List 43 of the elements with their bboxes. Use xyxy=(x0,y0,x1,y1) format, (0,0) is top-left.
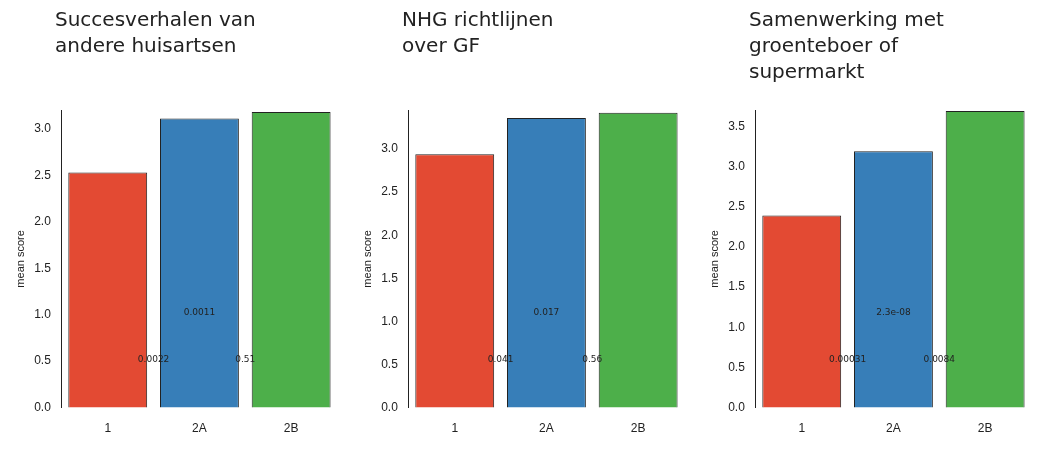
y-tick-label: 0.5 xyxy=(381,356,399,371)
chart-title: Succesverhalen van andere huisartsen xyxy=(55,6,257,58)
y-tick-label: 3.0 xyxy=(34,121,52,136)
annotation: 2.3e-08 xyxy=(876,306,911,317)
annotation: 0.0084 xyxy=(923,354,956,365)
y-tick-label: 1.5 xyxy=(34,260,52,275)
y-tick-label: 2.5 xyxy=(34,167,52,182)
y-tick-label: 0.0 xyxy=(34,399,52,414)
x-tick-label: 1 xyxy=(104,421,112,436)
y-tick-label: 2.0 xyxy=(34,214,52,229)
x-tick-label: 2B xyxy=(977,421,993,436)
y-tick-label: 0.0 xyxy=(381,399,399,414)
y-tick-label: 2.5 xyxy=(381,184,399,199)
y-tick-label: 2.5 xyxy=(728,198,746,213)
y-tick-label: 0.5 xyxy=(728,359,746,374)
y-axis-title: mean score xyxy=(707,230,720,288)
y-tick-label: 1.5 xyxy=(728,279,746,294)
x-tick-label: 2B xyxy=(630,421,646,436)
x-tick-label: 2A xyxy=(539,421,554,436)
y-tick-label: 3.5 xyxy=(728,118,746,133)
annotation: 0.0022 xyxy=(137,354,170,365)
annotation: 0.00031 xyxy=(828,354,867,365)
x-tick-label: 1 xyxy=(798,421,806,436)
y-tick-label: 0.5 xyxy=(34,353,52,368)
y-axis-title: mean score xyxy=(13,230,26,288)
y-tick-label: 1.0 xyxy=(728,319,746,334)
x-tick-label: 1 xyxy=(451,421,459,436)
y-tick-label: 1.5 xyxy=(381,270,399,285)
y-tick-label: 3.0 xyxy=(381,141,399,156)
y-tick-label: 1.0 xyxy=(34,306,52,321)
chart-title: Samenwerking met groenteboer of supermarkt xyxy=(749,6,945,84)
y-tick-label: 1.0 xyxy=(381,313,399,328)
x-tick-label: 2A xyxy=(886,421,901,436)
y-tick-label: 2.0 xyxy=(381,227,399,242)
chart-title: NHG richtlijnen over GF xyxy=(402,6,555,58)
y-axis-title: mean score xyxy=(360,230,373,288)
y-tick-label: 3.0 xyxy=(728,158,746,173)
annotation: 0.0011 xyxy=(183,306,216,317)
y-tick-label: 0.0 xyxy=(728,399,746,414)
x-tick-label: 2B xyxy=(283,421,299,436)
x-tick-label: 2A xyxy=(192,421,207,436)
y-tick-label: 2.0 xyxy=(728,239,746,254)
annotation: 0.017 xyxy=(533,306,560,317)
